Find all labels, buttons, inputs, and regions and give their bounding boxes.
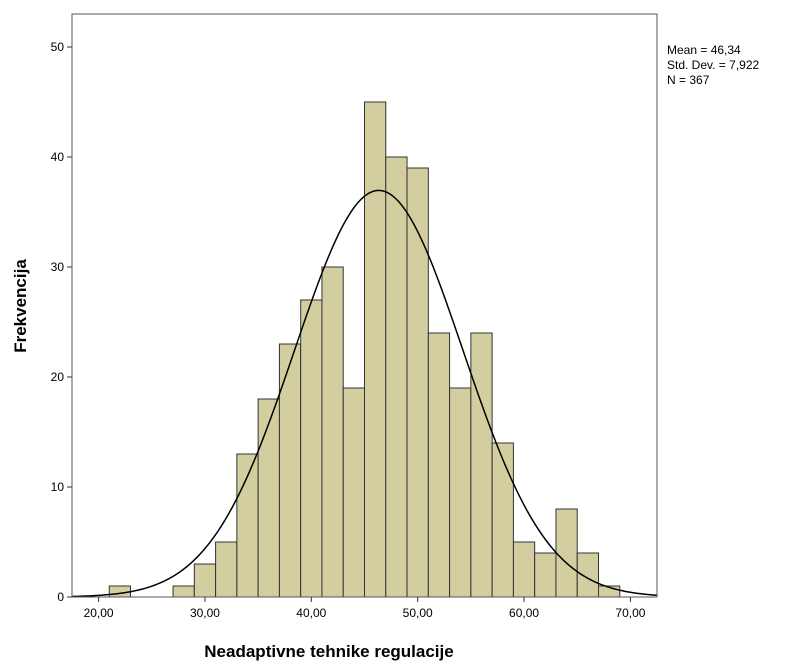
y-axis-ticks: 0 10 20 30 40 50 xyxy=(51,40,72,604)
x-tick-label: 30,00 xyxy=(190,606,220,620)
histogram-bar xyxy=(342,387,365,598)
x-tick-label: 20,00 xyxy=(84,606,114,620)
histogram-bar xyxy=(427,332,451,598)
histogram-bar xyxy=(385,156,408,598)
histogram-bar xyxy=(257,398,280,598)
histogram-bar xyxy=(555,508,578,598)
histogram-bar xyxy=(364,101,387,598)
histogram-bar xyxy=(193,563,217,598)
histogram-bar xyxy=(300,299,323,598)
histogram-bar xyxy=(576,552,600,598)
y-tick-label: 50 xyxy=(51,40,65,54)
histogram-bar xyxy=(321,266,344,598)
histogram-bar xyxy=(534,552,557,598)
histogram-bar xyxy=(470,332,493,598)
histogram-bar xyxy=(512,541,536,598)
x-tick-label: 40,00 xyxy=(296,606,326,620)
x-axis-title: Neadaptivne tehnike regulacije xyxy=(204,642,453,661)
histogram-bar xyxy=(278,343,302,598)
x-tick-label: 70,00 xyxy=(615,606,645,620)
y-tick-label: 40 xyxy=(51,150,65,164)
stats-n: N = 367 xyxy=(667,73,710,87)
x-axis-ticks: 20,00 30,00 40,00 50,00 60,00 70,00 xyxy=(84,597,646,620)
y-axis-title: Frekvencija xyxy=(11,259,30,353)
y-tick-label: 0 xyxy=(57,590,64,604)
plot-frame xyxy=(71,13,658,598)
histogram-bar xyxy=(449,387,472,598)
stats-mean: Mean = 46,34 xyxy=(667,43,741,57)
stats-std-dev: Std. Dev. = 7,922 xyxy=(667,58,759,72)
y-tick-label: 20 xyxy=(51,370,65,384)
x-tick-label: 60,00 xyxy=(509,606,539,620)
normal-curve xyxy=(71,189,658,598)
y-tick-label: 10 xyxy=(51,480,65,494)
bars-layer xyxy=(108,101,621,598)
x-tick-label: 50,00 xyxy=(403,606,433,620)
histogram-bar xyxy=(172,585,195,598)
histogram-bar xyxy=(215,541,238,598)
histogram-bar xyxy=(491,442,514,598)
y-tick-label: 30 xyxy=(51,260,65,274)
